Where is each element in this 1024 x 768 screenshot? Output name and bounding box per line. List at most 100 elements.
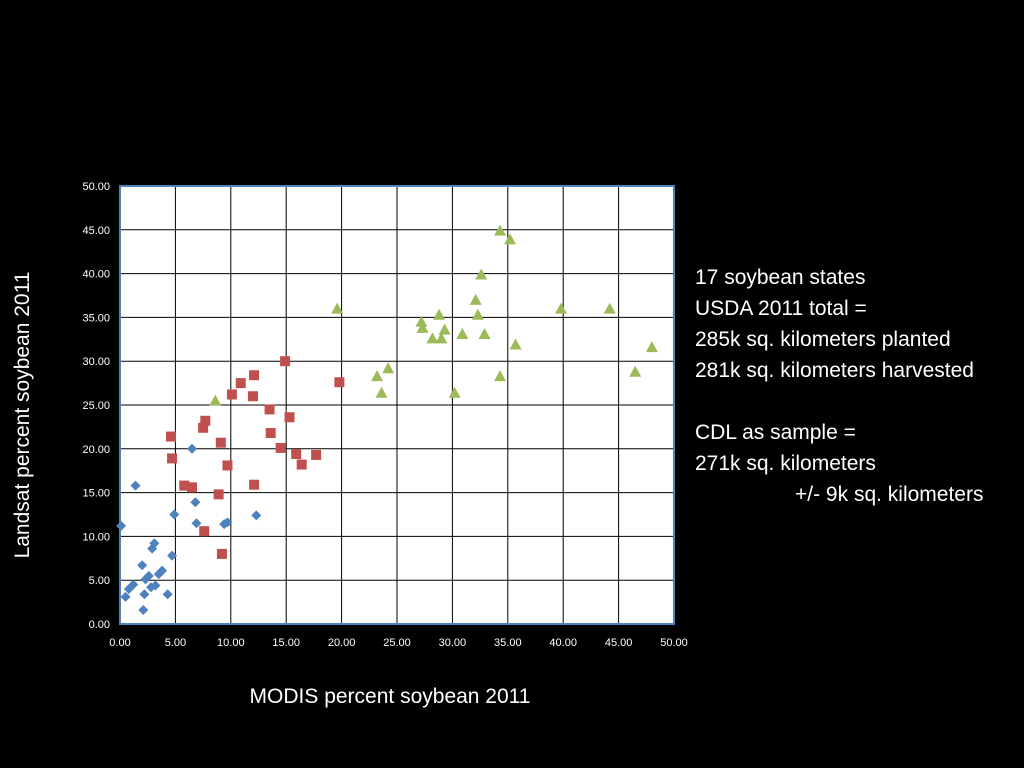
data-point-square [198,422,209,433]
data-point-diamond [187,443,198,454]
y-tick-label: 50.00 [82,181,110,193]
data-point-square [249,370,260,381]
data-point-diamond [149,538,160,549]
data-point-triangle [509,338,522,350]
data-point-triangle [554,302,567,314]
data-point-triangle [645,341,658,353]
annotation-spacer [695,386,1020,417]
x-tick-label: 30.00 [439,637,467,649]
data-point-square [247,391,258,402]
annotation-line: 281k sq. kilometers harvested [695,359,974,382]
data-point-triangle [435,332,448,344]
data-point-square [280,356,291,367]
data-point-diamond [143,570,154,581]
data-point-triangle [475,268,488,280]
data-point-square [265,428,276,439]
data-point-triangle [331,302,344,314]
data-point-diamond [150,580,161,591]
data-point-square [296,459,307,470]
data-point-triangle [603,302,616,314]
tick-labels: 0.00 5.00 10.00 15.00 20.00 25.00 30.00 35.00 40… [82,181,687,649]
annotation-line: CDL as sample = [695,421,856,444]
data-point-diamond [139,589,150,600]
data-point-triangle [469,293,482,305]
data-point-square [199,526,210,537]
data-point-square [222,460,233,471]
y-tick-label: 0.00 [89,619,110,631]
y-tick-label: 45.00 [82,225,110,237]
data-point-triangle [438,323,451,335]
data-point-square [167,453,178,464]
data-point-diamond [128,579,139,590]
data-point-diamond [167,550,178,561]
y-axis-title: Landsat percent soybean 2011 [11,272,34,559]
data-point-diamond [191,518,202,529]
data-point-diamond [251,510,262,521]
data-point-diamond [138,604,149,615]
plot-border [119,185,675,625]
data-point-triangle [382,362,395,374]
data-point-square [334,377,345,388]
data-point-square [311,449,322,460]
x-tick-label: 40.00 [549,637,577,649]
y-tick-label: 15.00 [82,488,110,500]
data-point-triangle [504,233,517,245]
data-point-diamond [120,591,131,602]
data-point-square [264,404,275,415]
annotation-line: 17 soybean states [695,266,866,289]
x-tick-label: 0.00 [109,637,130,649]
x-tick-label: 25.00 [383,637,411,649]
data-point-square [216,548,227,559]
data-point-square [179,480,190,491]
data-point-square [284,412,295,423]
x-tick-label: 45.00 [605,637,633,649]
y-tick-label: 30.00 [82,356,110,368]
y-tick-label: 25.00 [82,400,110,412]
y-tick-label: 35.00 [82,312,110,324]
y-tick-label: 20.00 [82,444,110,456]
data-point-triangle [494,224,507,236]
data-point-diamond [157,565,168,576]
data-point-square [213,489,224,500]
y-tick-label: 5.00 [89,575,110,587]
data-point-triangle [494,370,507,382]
data-point-triangle [371,370,384,382]
data-point-square [215,437,226,448]
x-tick-label: 5.00 [165,637,186,649]
data-point-diamond [162,589,173,600]
data-point-square [226,389,237,400]
data-point-triangle [456,328,469,340]
data-point-triangle [629,365,642,377]
data-point-triangle [209,394,222,406]
x-axis-title: MODIS percent soybean 2011 [250,685,531,708]
annotation-line: 271k sq. kilometers [695,452,876,475]
data-point-triangle [426,332,439,344]
data-point-diamond [190,497,201,508]
x-tick-label: 10.00 [217,637,245,649]
data-points [116,224,658,615]
x-tick-label: 50.00 [660,637,688,649]
data-point-triangle [478,328,491,340]
data-point-square [275,442,286,453]
annotation-line: +/- 9k sq. kilometers [795,483,984,506]
x-tick-label: 35.00 [494,637,522,649]
data-point-triangle [375,386,388,398]
data-point-square [235,378,246,389]
y-tick-label: 40.00 [82,269,110,281]
data-point-diamond [137,560,148,571]
data-point-square [249,479,260,490]
data-point-diamond [169,509,180,520]
x-tick-label: 15.00 [272,637,300,649]
y-tick-label: 10.00 [82,531,110,543]
data-point-square [200,415,211,426]
annotation-line: USDA 2011 total = [695,297,867,320]
annotation-line: 285k sq. kilometers planted [695,328,951,351]
annotation-text: 17 soybean states USDA 2011 total = 285k… [695,262,1020,510]
data-point-triangle [448,386,461,398]
data-point-diamond [130,480,141,491]
data-point-diamond [222,517,233,528]
data-point-square [187,482,198,493]
x-tick-label: 20.00 [328,637,356,649]
data-point-square [165,431,176,442]
